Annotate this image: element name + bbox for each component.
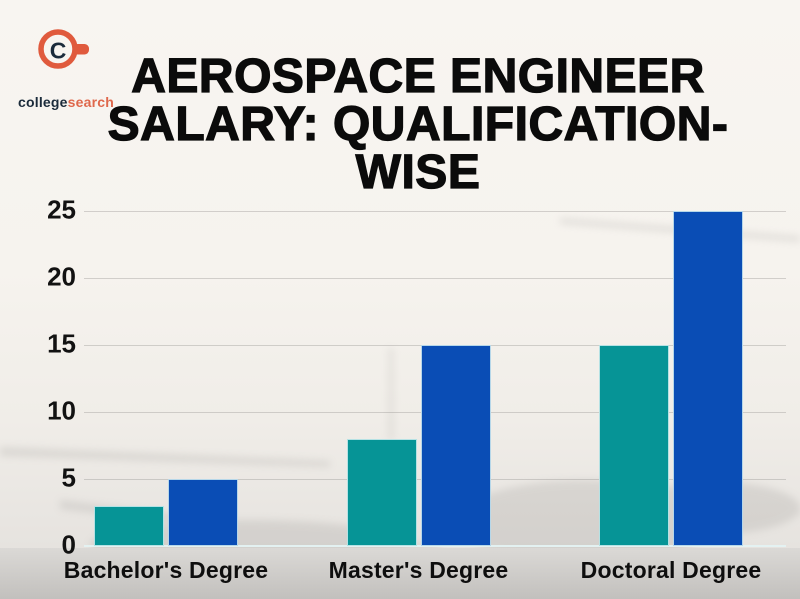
bar-doctoral-degree-series-2 <box>673 211 743 546</box>
y-tick-label-15: 15 <box>0 328 76 359</box>
infographic-canvas: C collegesearch AEROSPACE ENGINEER SALAR… <box>0 0 800 599</box>
svg-text:C: C <box>50 38 67 64</box>
title-line-2: SALARY: QUALIFICATION- <box>38 101 798 149</box>
y-tick-label-0: 0 <box>0 529 76 560</box>
bar-doctoral-degree-series-1 <box>599 345 669 546</box>
bar-master-s-degree-series-1 <box>347 439 417 546</box>
bar-bachelor-s-degree-series-2 <box>168 479 238 546</box>
y-tick-label-20: 20 <box>0 261 76 292</box>
collegesearch-magnifier-c-icon: C <box>36 26 94 74</box>
y-tick-label-10: 10 <box>0 395 76 426</box>
x-axis-label-master-s-degree: Master's Degree <box>329 557 509 584</box>
title-line-1: AEROSPACE ENGINEER <box>38 53 798 101</box>
x-axis-label-bachelor-s-degree: Bachelor's Degree <box>64 557 268 584</box>
y-tick-label-25: 25 <box>0 194 76 225</box>
wordmark-college: college <box>18 94 68 110</box>
collegesearch-wordmark: collegesearch <box>18 94 138 110</box>
bar-master-s-degree-series-2 <box>421 345 491 546</box>
bar-bachelor-s-degree-series-1 <box>94 506 164 546</box>
x-axis-label-doctoral-degree: Doctoral Degree <box>581 557 762 584</box>
title-line-3: WISE <box>38 149 798 197</box>
wordmark-search: search <box>68 94 114 110</box>
chart-title: AEROSPACE ENGINEER SALARY: QUALIFICATION… <box>38 53 798 197</box>
y-tick-label-5: 5 <box>0 462 76 493</box>
